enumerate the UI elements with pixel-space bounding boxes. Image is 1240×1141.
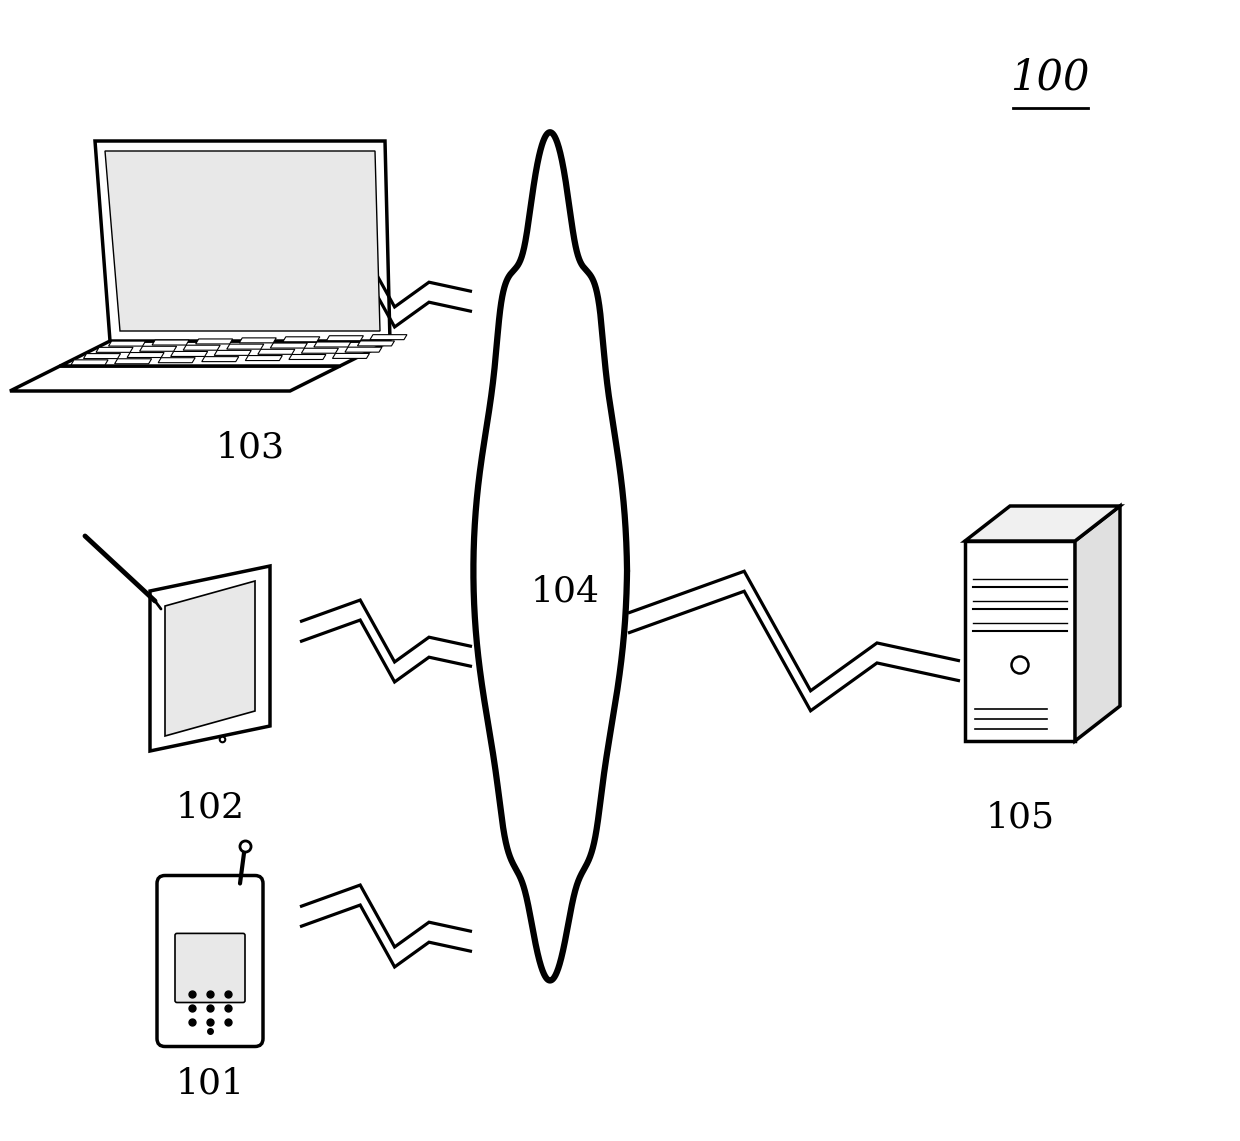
Polygon shape: [196, 339, 233, 343]
Polygon shape: [114, 358, 151, 364]
Polygon shape: [71, 359, 108, 365]
Polygon shape: [128, 353, 164, 357]
Polygon shape: [109, 341, 145, 346]
Polygon shape: [474, 132, 627, 980]
Text: 102: 102: [176, 791, 244, 825]
Polygon shape: [332, 354, 370, 358]
Text: 103: 103: [216, 431, 284, 466]
Text: 105: 105: [986, 801, 1054, 835]
Polygon shape: [246, 356, 283, 361]
Polygon shape: [239, 338, 277, 343]
Polygon shape: [10, 366, 340, 391]
Polygon shape: [165, 581, 255, 736]
Polygon shape: [95, 347, 133, 353]
Polygon shape: [171, 351, 207, 356]
Polygon shape: [1075, 505, 1120, 741]
Polygon shape: [60, 341, 391, 366]
Polygon shape: [270, 343, 308, 348]
Polygon shape: [370, 334, 407, 340]
Polygon shape: [357, 341, 394, 346]
Circle shape: [1012, 656, 1028, 673]
Polygon shape: [83, 354, 120, 358]
Polygon shape: [150, 566, 270, 751]
Polygon shape: [965, 541, 1075, 741]
Polygon shape: [289, 355, 326, 359]
FancyBboxPatch shape: [157, 875, 263, 1046]
Polygon shape: [301, 348, 339, 354]
Polygon shape: [105, 151, 379, 331]
Polygon shape: [345, 347, 382, 353]
Polygon shape: [258, 349, 295, 355]
Polygon shape: [95, 141, 391, 341]
Text: 100: 100: [1011, 56, 1090, 98]
Polygon shape: [314, 342, 351, 347]
Polygon shape: [140, 346, 176, 351]
Polygon shape: [184, 346, 221, 350]
Text: 101: 101: [176, 1066, 244, 1100]
Polygon shape: [965, 505, 1120, 541]
Polygon shape: [283, 337, 320, 342]
FancyBboxPatch shape: [175, 933, 246, 1003]
Polygon shape: [159, 357, 195, 363]
Polygon shape: [215, 350, 252, 355]
Polygon shape: [227, 345, 264, 349]
Text: 104: 104: [531, 574, 599, 608]
Polygon shape: [202, 357, 239, 362]
Polygon shape: [153, 340, 190, 345]
Polygon shape: [326, 335, 363, 341]
